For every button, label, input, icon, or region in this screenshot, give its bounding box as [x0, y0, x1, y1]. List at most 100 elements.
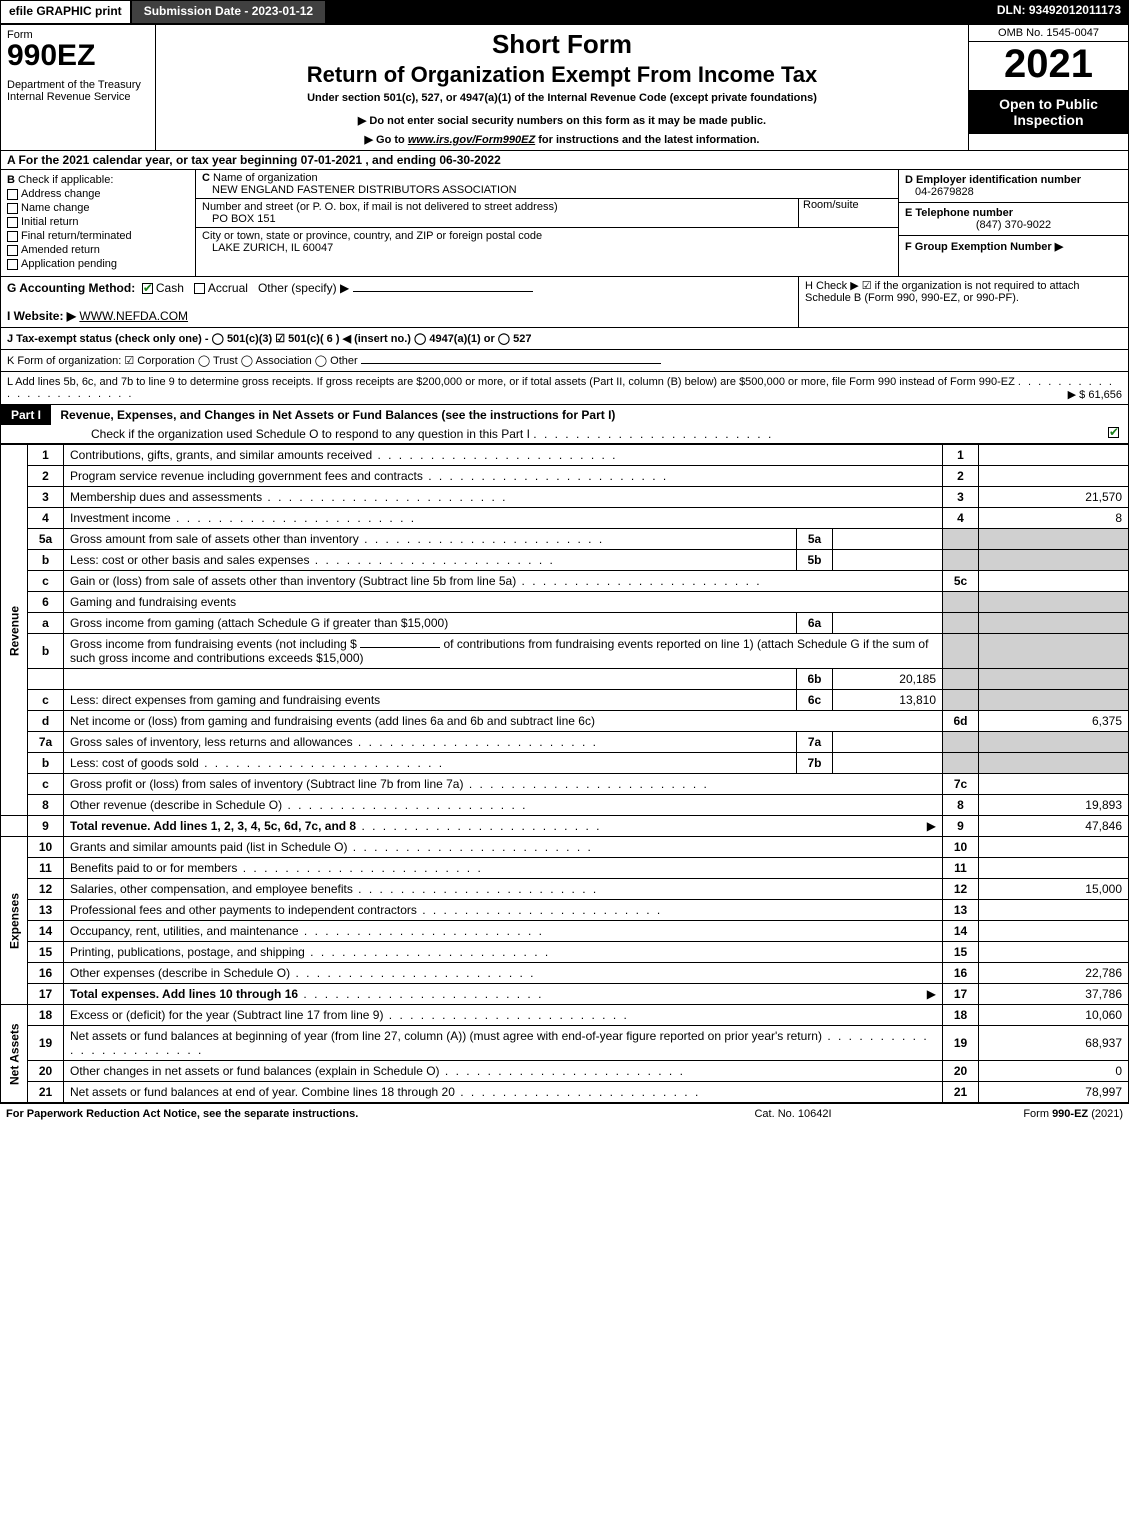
- chk-cash[interactable]: [142, 283, 153, 294]
- tax-year: 2021: [969, 42, 1128, 90]
- f-label: F Group Exemption Number ▶: [905, 240, 1122, 253]
- l6a-sub: 6a: [797, 613, 833, 634]
- h-text: H Check ▶ ☑ if the organization is not r…: [805, 280, 1080, 304]
- subtitle-501c: Under section 501(c), 527, or 4947(a)(1)…: [162, 92, 962, 104]
- goto-suffix: for instructions and the latest informat…: [535, 134, 759, 146]
- row-g: G Accounting Method: Cash Accrual Other …: [7, 281, 798, 323]
- chk-application-pending[interactable]: Application pending: [7, 258, 189, 270]
- l9-desc: Total revenue. Add lines 1, 2, 3, 4, 5c,…: [70, 819, 356, 833]
- row-a-tax-year: A For the 2021 calendar year, or tax yea…: [0, 151, 1129, 170]
- l-text: L Add lines 5b, 6c, and 7b to line 9 to …: [7, 376, 1015, 388]
- short-form-title: Short Form: [162, 29, 962, 60]
- open-to-public: Open to Public Inspection: [969, 90, 1128, 134]
- l18-desc: Excess or (deficit) for the year (Subtra…: [70, 1008, 383, 1022]
- form-number: 990EZ: [7, 41, 149, 71]
- l12-ln: 12: [943, 879, 979, 900]
- form-header: Form 990EZ Department of the Treasury In…: [0, 24, 1129, 151]
- part-i-title: Revenue, Expenses, and Changes in Net As…: [60, 408, 615, 422]
- j-text: J Tax-exempt status (check only one) - ◯…: [7, 333, 532, 345]
- omb-number: OMB No. 1545-0047: [969, 25, 1128, 42]
- l1-ln: 1: [943, 445, 979, 466]
- chk-final-return[interactable]: Final return/terminated: [7, 230, 189, 242]
- l4-ln: 4: [943, 508, 979, 529]
- l9-amt: 47,846: [979, 816, 1129, 837]
- addr-row: Number and street (or P. O. box, if mail…: [196, 199, 898, 228]
- l9-ln: 9: [943, 816, 979, 837]
- l18-amt: 10,060: [979, 1005, 1129, 1026]
- city-row: City or town, state or province, country…: [196, 228, 898, 256]
- l6b-subval: 20,185: [833, 669, 943, 690]
- i-label: I Website: ▶: [7, 309, 76, 323]
- phone-value: (847) 370-9022: [905, 219, 1122, 231]
- website-link[interactable]: WWW.NEFDA.COM: [79, 309, 188, 323]
- chk-schedule-o[interactable]: [1108, 427, 1119, 438]
- chk-name-change[interactable]: Name change: [7, 202, 189, 214]
- footer: For Paperwork Reduction Act Notice, see …: [0, 1103, 1129, 1124]
- other-specify-input[interactable]: [353, 291, 533, 292]
- org-name: NEW ENGLAND FASTENER DISTRIBUTORS ASSOCI…: [212, 184, 892, 196]
- subtitle-no-ssn: ▶ Do not enter social security numbers o…: [162, 114, 962, 127]
- shaded: [943, 529, 979, 550]
- topbar: efile GRAPHIC print Submission Date - 20…: [0, 0, 1129, 24]
- l14-amt: [979, 921, 1129, 942]
- shaded: [979, 613, 1129, 634]
- efile-print-button[interactable]: efile GRAPHIC print: [0, 0, 131, 24]
- l12-desc: Salaries, other compensation, and employ…: [70, 882, 353, 896]
- section-b-c-d-e-f: B Check if applicable: Address change Na…: [0, 170, 1129, 277]
- header-center: Short Form Return of Organization Exempt…: [156, 25, 968, 150]
- l6a-subval: [833, 613, 943, 634]
- l6c-desc: Less: direct expenses from gaming and fu…: [70, 693, 380, 707]
- group-exemption-row: F Group Exemption Number ▶: [899, 236, 1128, 276]
- subtitle-goto: ▶ Go to www.irs.gov/Form990EZ for instru…: [162, 133, 962, 146]
- d-label: D Employer identification number: [905, 174, 1122, 186]
- shaded: [979, 753, 1129, 774]
- arrow-icon: ▶: [927, 819, 936, 833]
- l1-desc: Contributions, gifts, grants, and simila…: [64, 445, 943, 466]
- l7a-sub: 7a: [797, 732, 833, 753]
- city-value: LAKE ZURICH, IL 60047: [212, 242, 892, 254]
- l10-amt: [979, 837, 1129, 858]
- l11-ln: 11: [943, 858, 979, 879]
- shaded: [943, 732, 979, 753]
- l3-amt: 21,570: [979, 487, 1129, 508]
- row-k-form-org: K Form of organization: ☑ Corporation ◯ …: [0, 350, 1129, 372]
- l5c-ln: 5c: [943, 571, 979, 592]
- l4-amt: 8: [979, 508, 1129, 529]
- b-label: B: [7, 174, 15, 186]
- l3-ln: 3: [943, 487, 979, 508]
- l3-desc: Membership dues and assessments: [70, 490, 262, 504]
- part-i-header: Part I Revenue, Expenses, and Changes in…: [0, 405, 1129, 444]
- irs-link[interactable]: www.irs.gov/Form990EZ: [408, 134, 535, 146]
- l7b-desc: Less: cost of goods sold: [70, 756, 199, 770]
- l7a-subval: [833, 732, 943, 753]
- name-label: Name of organization: [213, 172, 318, 184]
- chk-initial-return[interactable]: Initial return: [7, 216, 189, 228]
- l13-ln: 13: [943, 900, 979, 921]
- l6b-desc: Gross income from fundraising events (no…: [64, 634, 943, 669]
- l7b-sub: 7b: [797, 753, 833, 774]
- l-amount: ▶ $ 61,656: [1068, 388, 1122, 401]
- header-right: OMB No. 1545-0047 2021 Open to Public In…: [968, 25, 1128, 150]
- dots: [533, 427, 773, 441]
- shaded: [943, 753, 979, 774]
- l6b-blank[interactable]: [360, 647, 440, 648]
- l19-desc: Net assets or fund balances at beginning…: [70, 1029, 822, 1043]
- l16-amt: 22,786: [979, 963, 1129, 984]
- lines-table: Revenue 1 Contributions, gifts, grants, …: [0, 444, 1129, 1103]
- chk-accrual[interactable]: [194, 283, 205, 294]
- chk-amended-return[interactable]: Amended return: [7, 244, 189, 256]
- chk-address-change[interactable]: Address change: [7, 188, 189, 200]
- return-title: Return of Organization Exempt From Incom…: [162, 62, 962, 88]
- l19-amt: 68,937: [979, 1026, 1129, 1061]
- l10-desc: Grants and similar amounts paid (list in…: [70, 840, 347, 854]
- shaded: [943, 669, 979, 690]
- addr-label: Number and street (or P. O. box, if mail…: [202, 201, 798, 213]
- other-org-input[interactable]: [361, 363, 661, 364]
- phone-row: E Telephone number (847) 370-9022: [899, 203, 1128, 236]
- l7c-amt: [979, 774, 1129, 795]
- l6c-subval: 13,810: [833, 690, 943, 711]
- shaded: [979, 634, 1129, 669]
- l5c-desc: Gain or (loss) from sale of assets other…: [70, 574, 516, 588]
- l6a-desc: Gross income from gaming (attach Schedul…: [70, 616, 448, 630]
- k-text: K Form of organization: ☑ Corporation ◯ …: [7, 355, 358, 367]
